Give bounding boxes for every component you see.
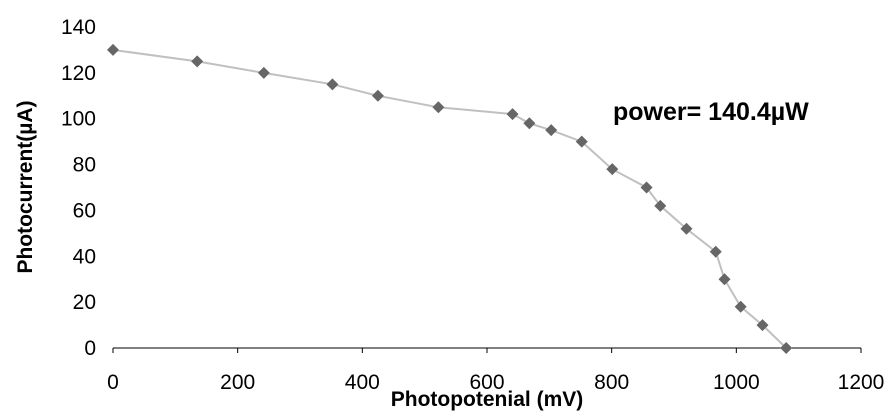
x-axis-title: Photopotenial (mV) (391, 388, 584, 411)
x-tick-label: 800 (594, 371, 629, 394)
data-point-marker (432, 101, 445, 114)
data-point-marker (734, 300, 747, 313)
data-point-marker (545, 124, 558, 137)
data-point-marker (191, 55, 204, 68)
data-point-marker (575, 135, 588, 148)
y-tick-label: 60 (73, 199, 96, 222)
data-point-marker (257, 66, 270, 79)
axes: 0 200 400 600 800 1000 1200 0 20 40 60 80 100 120 140 (61, 16, 884, 394)
x-tick-label: 200 (220, 371, 255, 394)
y-tick-label: 100 (61, 108, 96, 131)
y-tick-label: 140 (61, 16, 96, 39)
power-annotation: power= 140.4µW (613, 98, 809, 126)
data-point-marker (654, 199, 667, 212)
x-tick-label: 1000 (713, 371, 760, 394)
data-point-marker (371, 89, 384, 102)
data-point-marker (107, 43, 119, 56)
x-tick-label: 0 (107, 371, 119, 394)
x-tick-label: 1200 (838, 371, 885, 394)
data-point-marker (326, 78, 339, 91)
data-point-marker (640, 181, 653, 194)
y-tick-label: 40 (73, 245, 96, 268)
y-tick-label: 80 (73, 154, 96, 177)
x-axis-ticks: 0 200 400 600 800 1000 1200 (107, 348, 884, 394)
y-axis-title: Photocurrent(µA) (14, 100, 37, 273)
data-point-marker (680, 222, 693, 235)
data-point-marker (606, 163, 619, 176)
x-tick-label: 400 (345, 371, 380, 394)
y-axis-ticks: 0 20 40 60 80 100 120 140 (61, 16, 96, 360)
y-tick-label: 0 (84, 337, 96, 360)
data-point-marker (780, 342, 793, 354)
data-point-marker (506, 108, 519, 121)
series-line (112, 48, 787, 349)
data-point-marker (718, 273, 731, 286)
x-tick-label: 600 (469, 371, 504, 394)
series-layer (107, 43, 793, 354)
y-tick-label: 20 (73, 291, 96, 314)
data-point-marker (756, 319, 769, 332)
data-point-marker (709, 245, 722, 258)
y-tick-label: 120 (61, 62, 96, 85)
data-point-marker (523, 117, 536, 130)
